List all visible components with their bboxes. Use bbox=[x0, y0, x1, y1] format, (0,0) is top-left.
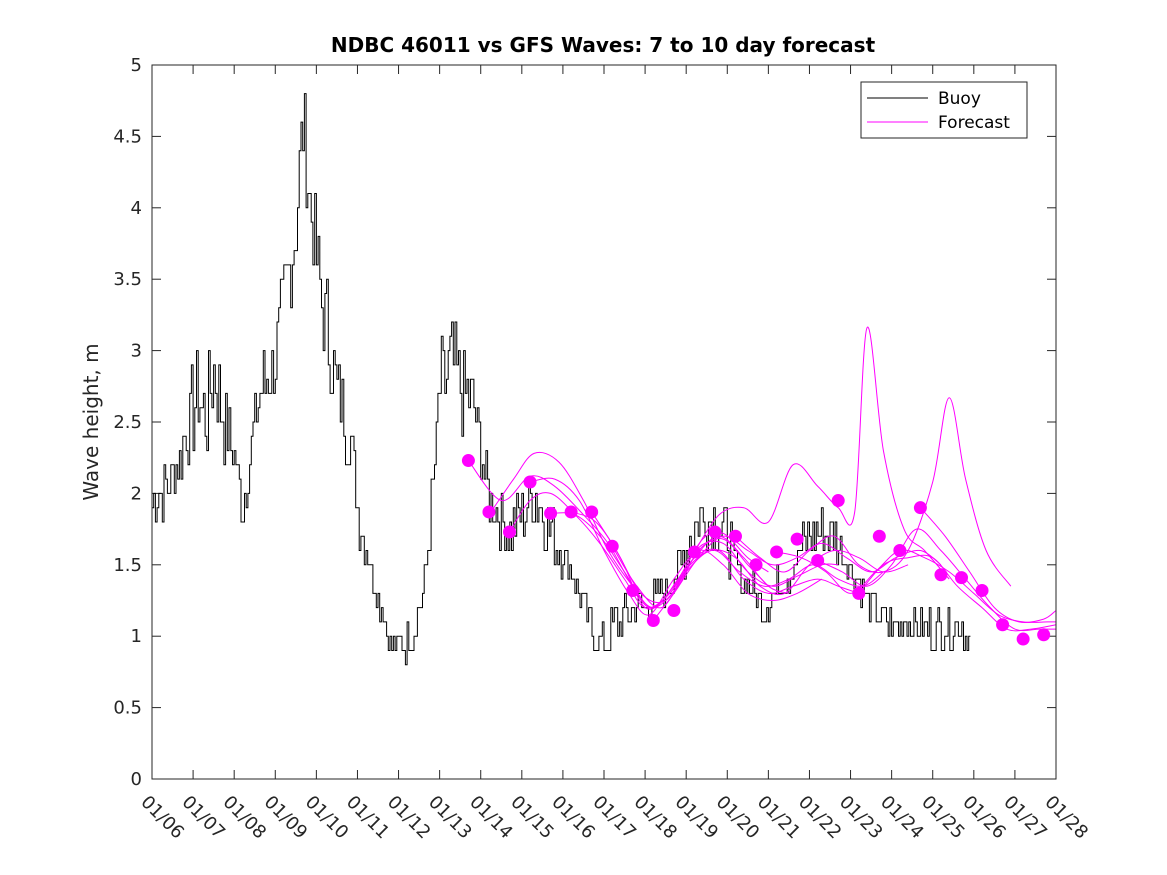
forecast-point bbox=[523, 475, 537, 489]
forecast-point bbox=[461, 454, 475, 468]
forecast-point bbox=[831, 494, 845, 508]
y-tick-label: 4 bbox=[131, 198, 142, 219]
y-tick-label: 1 bbox=[131, 626, 142, 647]
forecast-point bbox=[770, 545, 784, 559]
forecast-line bbox=[735, 397, 1012, 587]
y-tick-label: 4.5 bbox=[113, 126, 142, 147]
legend-forecast-label: Forecast bbox=[938, 113, 1010, 133]
legend: Buoy Forecast bbox=[860, 81, 1028, 139]
forecast-point bbox=[482, 505, 496, 519]
y-tick-label: 1.5 bbox=[113, 555, 142, 576]
forecast-point bbox=[893, 544, 907, 558]
forecast-point bbox=[913, 501, 927, 515]
forecast-point bbox=[811, 554, 825, 568]
forecast-point bbox=[852, 586, 866, 600]
forecast-point bbox=[708, 525, 722, 539]
forecast-point bbox=[728, 529, 742, 543]
y-tick-label: 0 bbox=[131, 769, 142, 790]
forecast-line bbox=[920, 507, 1057, 624]
chart-title: NDBC 46011 vs GFS Waves: 7 to 10 day for… bbox=[331, 33, 876, 57]
legend-box bbox=[860, 81, 1028, 139]
forecast-point bbox=[1037, 628, 1051, 642]
y-tick-label: 5 bbox=[131, 55, 142, 76]
forecast-point bbox=[996, 618, 1010, 632]
axes-box bbox=[151, 64, 1057, 780]
forecast-point bbox=[749, 558, 763, 572]
forecast-point bbox=[934, 568, 948, 582]
forecast-point bbox=[585, 505, 599, 519]
y-axis-label: Wave height, m bbox=[79, 343, 103, 500]
legend-buoy-label: Buoy bbox=[938, 89, 981, 109]
forecast-point bbox=[502, 525, 516, 539]
forecast-point bbox=[790, 532, 804, 546]
y-tick-label: 3.5 bbox=[113, 269, 142, 290]
forecast-point bbox=[667, 603, 681, 617]
forecast-line bbox=[693, 326, 950, 580]
forecast-line bbox=[591, 511, 884, 604]
forecast-point bbox=[564, 505, 578, 519]
forecast-point bbox=[975, 584, 989, 598]
forecast-line bbox=[776, 549, 1056, 623]
forecast-point bbox=[605, 539, 619, 553]
y-tick-label: 3 bbox=[131, 341, 142, 362]
forecast-point bbox=[872, 529, 886, 543]
y-tick-label: 2 bbox=[131, 483, 142, 504]
forecast-line bbox=[652, 535, 942, 621]
forecast-point bbox=[646, 613, 660, 627]
forecast-line bbox=[611, 545, 909, 609]
series-layer bbox=[152, 93, 1057, 666]
forecast-line bbox=[858, 554, 1057, 632]
forecast-line bbox=[529, 477, 823, 616]
y-tick-label: 0.5 bbox=[113, 698, 142, 719]
forecast-point bbox=[954, 571, 968, 585]
forecast-point bbox=[626, 584, 640, 598]
y-tick-label: 2.5 bbox=[113, 412, 142, 433]
forecast-point bbox=[1016, 632, 1030, 646]
forecast-point bbox=[687, 545, 701, 559]
y-axis: 0 0.5 1 1.5 2 2.5 3 3.5 4 4.5 5 bbox=[113, 55, 1056, 790]
forecast-point bbox=[544, 506, 558, 520]
